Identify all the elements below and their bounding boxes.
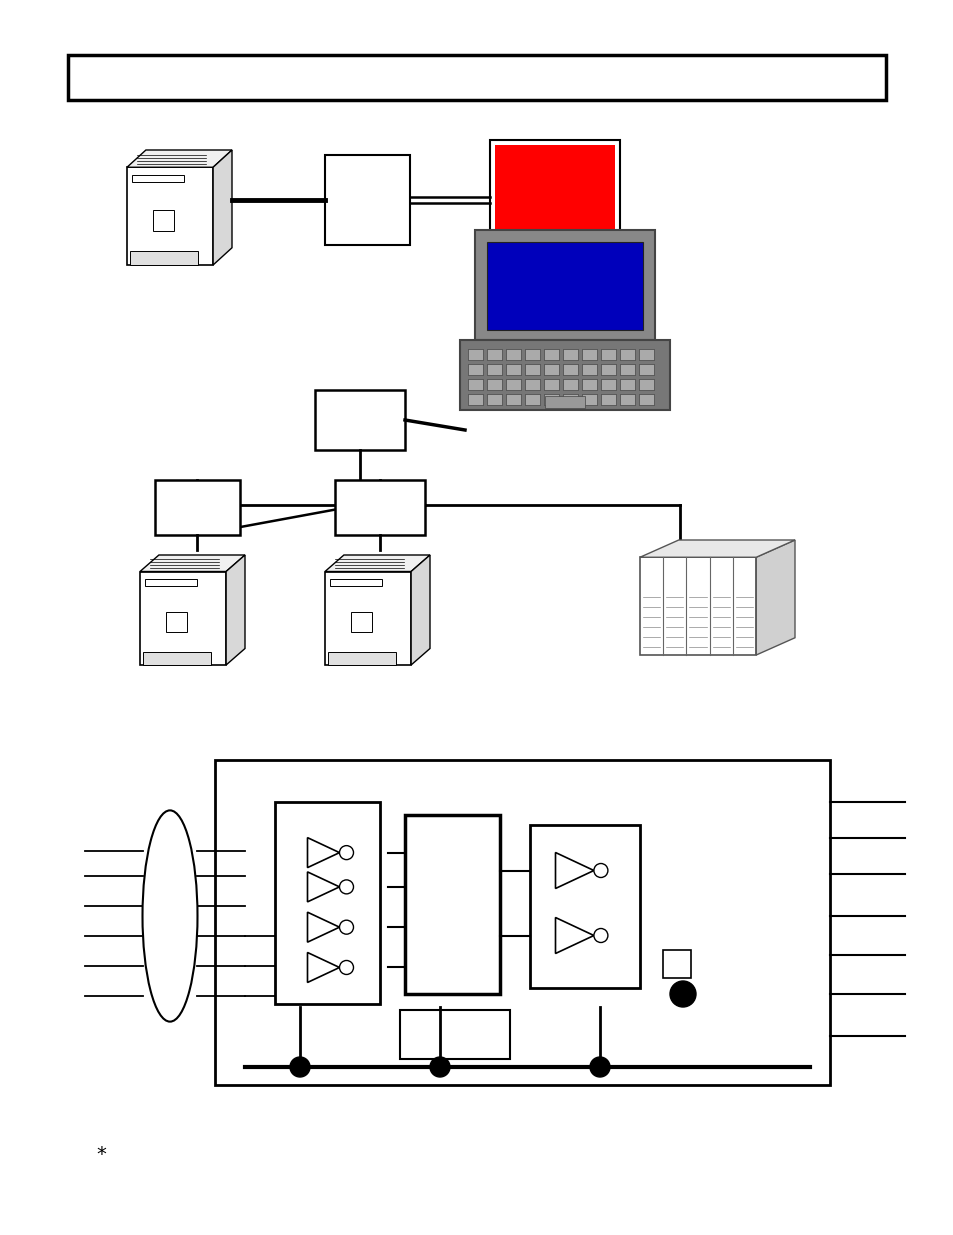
Bar [335,480,424,535]
Circle shape [339,920,354,934]
Bar [530,825,639,988]
Bar [505,350,520,359]
Bar [468,379,482,390]
Circle shape [339,846,354,860]
Bar [562,394,578,405]
Bar [351,613,372,632]
Bar [639,394,654,405]
Bar [405,815,499,994]
Bar [581,394,597,405]
Bar [490,140,619,240]
Bar [543,379,558,390]
Polygon shape [325,555,430,572]
Bar [486,394,501,405]
Bar [214,760,829,1086]
Circle shape [339,879,354,894]
Bar [639,364,654,375]
Bar [505,394,520,405]
Bar [662,950,690,978]
Bar [68,56,885,100]
Bar [543,350,558,359]
Bar [130,251,198,266]
Circle shape [594,863,607,878]
Bar [562,379,578,390]
Bar [562,364,578,375]
Bar [505,364,520,375]
Bar [486,364,501,375]
Bar [495,144,615,235]
Bar [325,572,411,664]
Bar [459,340,669,410]
Bar [581,379,597,390]
Bar [143,652,211,664]
Bar [581,350,597,359]
Bar [468,350,482,359]
Bar [328,652,395,664]
Bar [153,210,174,231]
Polygon shape [140,555,245,572]
Polygon shape [127,149,232,167]
Polygon shape [307,913,339,942]
Bar [145,579,197,585]
Bar [140,572,226,664]
Polygon shape [411,555,430,664]
Bar [600,350,616,359]
Bar [524,364,539,375]
Bar [486,242,642,330]
Bar [639,350,654,359]
Bar [468,364,482,375]
Bar [486,350,501,359]
Bar [154,480,240,535]
Circle shape [290,1057,310,1077]
Polygon shape [307,952,339,983]
Polygon shape [639,540,794,557]
Polygon shape [213,149,232,266]
Circle shape [589,1057,609,1077]
Bar [600,379,616,390]
Bar [468,394,482,405]
Bar [543,394,558,405]
Bar [543,364,558,375]
Circle shape [430,1057,450,1077]
Bar [619,379,635,390]
Bar [581,364,597,375]
Bar [562,350,578,359]
Bar [475,230,655,340]
Bar [639,557,756,655]
Bar [619,364,635,375]
Polygon shape [555,852,594,888]
Bar [600,364,616,375]
Bar [639,379,654,390]
Ellipse shape [142,810,197,1021]
Bar [619,394,635,405]
Bar [544,396,584,408]
Text: *: * [95,1145,107,1165]
Bar [166,613,187,632]
Polygon shape [555,918,594,953]
Polygon shape [756,540,794,655]
Bar [505,379,520,390]
Polygon shape [307,872,339,902]
Circle shape [339,961,354,974]
Bar [524,394,539,405]
Bar [486,379,501,390]
Bar [600,394,616,405]
Bar [619,350,635,359]
Polygon shape [226,555,245,664]
Bar [132,175,184,183]
Bar [274,803,379,1004]
Bar [314,390,405,450]
Circle shape [669,981,696,1007]
Bar [524,350,539,359]
Bar [399,1010,510,1058]
Circle shape [594,929,607,942]
Polygon shape [307,837,339,868]
Bar [330,579,382,585]
Bar [524,379,539,390]
Bar [127,167,213,266]
Bar [325,156,410,245]
